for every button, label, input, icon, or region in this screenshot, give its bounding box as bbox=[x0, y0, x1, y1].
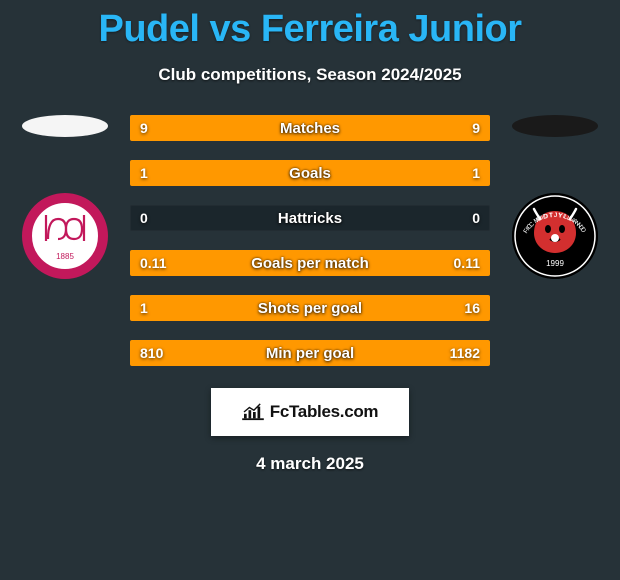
stat-row: 0 0Hattricks bbox=[130, 205, 490, 231]
left-ellipse bbox=[22, 115, 108, 137]
stat-row: 0.110.11Goals per match bbox=[130, 250, 490, 276]
footer-date: 4 march 2025 bbox=[0, 454, 620, 474]
stat-value-right: 1 bbox=[472, 160, 480, 186]
stat-value-left: 1 bbox=[140, 160, 148, 186]
stat-fill-right bbox=[310, 115, 490, 141]
footer-badge[interactable]: FcTables.com bbox=[211, 388, 409, 436]
stat-value-right: 0.11 bbox=[454, 250, 480, 276]
right-team-logo: 1999 FC MIDTJYLLAND FC MIDTJYLLAND bbox=[512, 193, 598, 279]
stat-label: Hattricks bbox=[130, 205, 490, 231]
stats-bars: 99Matches11Goals00Hattricks0.110.11Goals… bbox=[130, 115, 490, 366]
left-side: 1885 bbox=[10, 115, 120, 279]
stat-value-right: 0 bbox=[472, 205, 480, 231]
stat-row: 116Shots per goal bbox=[130, 295, 490, 321]
page-title: Pudel vs Ferreira Junior bbox=[0, 0, 620, 51]
stat-value-left: 9 bbox=[140, 115, 148, 141]
stat-fill-left bbox=[130, 160, 310, 186]
left-logo-monogram: 1885 bbox=[42, 211, 88, 261]
right-ellipse bbox=[512, 115, 598, 137]
stat-value-left: 0.11 bbox=[140, 250, 166, 276]
stat-fill-left bbox=[130, 115, 310, 141]
right-side: 1999 FC MIDTJYLLAND FC MIDTJYLLAND bbox=[500, 115, 610, 279]
chart-icon bbox=[242, 403, 264, 421]
subtitle: Club competitions, Season 2024/2025 bbox=[0, 65, 620, 85]
stat-value-right: 1182 bbox=[450, 340, 480, 366]
stat-value-left: 1 bbox=[140, 295, 148, 321]
stat-row: 11Goals bbox=[130, 160, 490, 186]
left-logo-year: 1885 bbox=[42, 253, 88, 261]
stat-fill-right bbox=[310, 160, 490, 186]
stat-fill-right bbox=[152, 295, 490, 321]
stat-value-left: 0 bbox=[140, 205, 148, 231]
stat-value-left: 810 bbox=[140, 340, 163, 366]
stat-value-right: 16 bbox=[464, 295, 480, 321]
comparison-container: 1885 99Matches11Goals00Hattricks0.110.11… bbox=[0, 115, 620, 366]
right-logo-year: 1999 bbox=[546, 259, 564, 268]
footer-badge-text: FcTables.com bbox=[270, 402, 379, 422]
stat-row: 8101182Min per goal bbox=[130, 340, 490, 366]
left-team-logo: 1885 bbox=[22, 193, 108, 279]
stat-row: 99Matches bbox=[130, 115, 490, 141]
stat-value-right: 9 bbox=[472, 115, 480, 141]
